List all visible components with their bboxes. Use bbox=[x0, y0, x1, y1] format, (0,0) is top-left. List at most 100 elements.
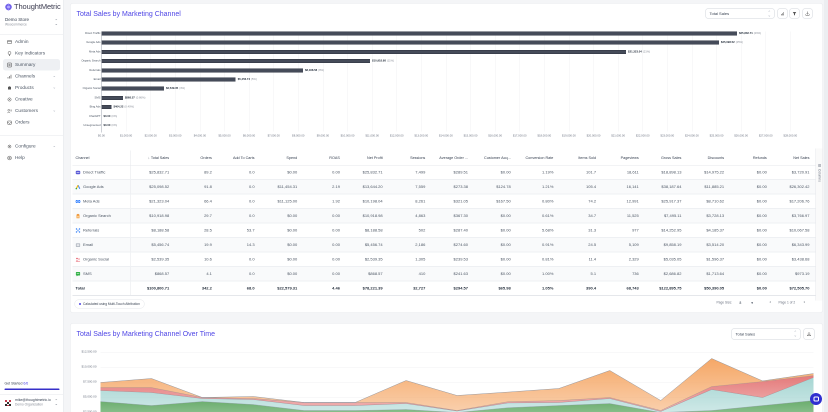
channel-cell[interactable]: Google Ads bbox=[73, 180, 131, 194]
channel-cell[interactable]: Organic Social bbox=[73, 252, 131, 266]
store-selector[interactable]: Demo Store Woocommerce ⌃ ⌄ bbox=[5, 17, 58, 27]
table-cell: 1.92 bbox=[332, 199, 340, 204]
sidebar-item-label: Products bbox=[15, 85, 34, 91]
user-menu[interactable]: mike@thoughtmetric.io Demo Organization … bbox=[4, 398, 60, 409]
sort-button[interactable] bbox=[777, 8, 788, 19]
total-cell: $78,221.39 bbox=[362, 286, 383, 291]
sidebar-item-customers[interactable]: Customers ⌄ bbox=[3, 105, 60, 117]
sidebar-item-creative[interactable]: Creative bbox=[3, 94, 60, 106]
table-row[interactable]: SMS $868.57 4.1 0.0 $0.00 0.00 $868.57 410 $241.… bbox=[72, 267, 816, 282]
table-cell: $4,185.37 bbox=[706, 228, 725, 233]
bar-percent: (26%) bbox=[753, 32, 762, 35]
sort-desc-icon: ↓ bbox=[147, 155, 150, 161]
sms-icon bbox=[75, 271, 81, 277]
gridline bbox=[618, 31, 619, 132]
column-header[interactable]: Conversion Rate bbox=[515, 156, 558, 161]
sidebar-item-products[interactable]: Products ⌄ bbox=[3, 82, 60, 94]
table-cell: $0.00 bbox=[500, 257, 511, 262]
table-cell: $38,187.64 bbox=[661, 184, 682, 190]
organic-search-icon bbox=[76, 213, 81, 218]
filter-button[interactable] bbox=[789, 8, 800, 19]
chat-widget-button[interactable] bbox=[810, 393, 822, 405]
column-header[interactable]: Discounts bbox=[685, 156, 728, 161]
bar[interactable] bbox=[101, 49, 627, 54]
table-row[interactable]: Organic Search $10,918.98 29.7 0.0 $0.00 0.00… bbox=[72, 209, 816, 224]
table-cell: $0.00 bbox=[756, 184, 767, 190]
table-cell: $13,644.20 bbox=[362, 184, 383, 190]
page-size-select[interactable]: 8 ▾ bbox=[740, 301, 753, 306]
sidebar-item-key-indicators[interactable]: Key Indicators bbox=[3, 48, 60, 60]
table-cell: 0.00 bbox=[332, 228, 340, 233]
column-header[interactable]: Items Sold bbox=[557, 156, 600, 161]
x-tick-label: $6,000.00 bbox=[242, 134, 256, 138]
columns-toggle[interactable]: ▥ Columns bbox=[817, 164, 821, 182]
channel-cell[interactable]: Email bbox=[73, 238, 131, 252]
column-header[interactable]: Sessions bbox=[387, 156, 430, 161]
table-cell: $0.00 bbox=[500, 228, 511, 233]
column-header[interactable]: Add To Carts bbox=[216, 156, 259, 161]
total-cell: 390.4 bbox=[586, 286, 597, 291]
column-header[interactable]: Net Profit bbox=[344, 156, 387, 161]
download-button[interactable] bbox=[802, 8, 813, 19]
table-row[interactable]: Email $5,456.74 19.9 14.3 $0.00 0.00 $5,456.74… bbox=[72, 238, 816, 253]
lightbulb-icon bbox=[7, 51, 12, 56]
column-header-label: Average Order ... bbox=[439, 155, 468, 161]
column-header[interactable]: Net Sales bbox=[771, 156, 814, 161]
bar[interactable] bbox=[101, 77, 236, 82]
sidebar-item-configure[interactable]: Configure ⌄ bbox=[3, 141, 60, 153]
column-header[interactable]: Average Order ... bbox=[429, 156, 472, 161]
column-header[interactable]: Customer Acq... bbox=[472, 156, 515, 161]
bar[interactable] bbox=[101, 105, 112, 110]
column-header[interactable]: ROAS bbox=[301, 156, 344, 161]
page-scrollbar[interactable] bbox=[824, 0, 828, 412]
table-header-row: Channel ↓Total Sales Orders Add To Carts Spe… bbox=[72, 150, 816, 166]
table-row[interactable]: Google Ads $25,098.52 91.8 0.0 $11,454.31 2.1… bbox=[72, 180, 816, 195]
area-series[interactable] bbox=[100, 377, 814, 412]
area-series[interactable] bbox=[100, 375, 814, 412]
download-button[interactable] bbox=[803, 328, 815, 340]
channel-cell[interactable]: Organic Search bbox=[73, 209, 131, 223]
x-tick-label: $27,000.00 bbox=[758, 134, 773, 138]
bar[interactable] bbox=[101, 86, 164, 91]
area-series[interactable] bbox=[100, 358, 814, 411]
column-header[interactable]: Spend bbox=[259, 156, 302, 161]
bar-percent: (11%) bbox=[386, 59, 394, 63]
bar[interactable] bbox=[101, 59, 371, 64]
sidebar-item-summary[interactable]: Summary bbox=[3, 59, 60, 71]
next-page-button[interactable]: › bbox=[803, 299, 806, 305]
bar-percent: (8%) bbox=[318, 68, 324, 72]
table-cell: 19.9 bbox=[204, 242, 212, 248]
sidebar-item-label: Configure bbox=[15, 143, 36, 150]
sidebar-item-help[interactable]: Help bbox=[3, 152, 60, 164]
channel-cell[interactable]: Direct Traffic bbox=[73, 165, 131, 179]
get-started-link[interactable]: Get Started 6/6 bbox=[5, 382, 29, 386]
sidebar-item-channels[interactable]: Channels ⌄ bbox=[3, 71, 60, 83]
prev-page-button[interactable]: ‹ bbox=[769, 299, 772, 305]
table-row[interactable]: Direct Traffic $25,832.71 89.2 0.0 $0.00 0.00… bbox=[72, 165, 816, 180]
column-header[interactable]: ↓Total Sales bbox=[131, 156, 174, 161]
metric-select[interactable]: Total Sales ⌃ ⌄ bbox=[731, 328, 801, 340]
column-header[interactable]: Orders bbox=[173, 156, 216, 161]
table-row[interactable]: Organic Social $2,539.35 10.6 0.0 $0.00 0.00 $… bbox=[72, 252, 816, 267]
area-series[interactable] bbox=[100, 400, 814, 412]
bar[interactable] bbox=[101, 31, 737, 36]
bar[interactable] bbox=[101, 68, 303, 73]
column-header[interactable]: Gross Sales bbox=[643, 156, 686, 161]
bar[interactable] bbox=[101, 40, 719, 45]
channel-cell[interactable]: SMS bbox=[73, 267, 131, 281]
channel-cell[interactable]: Meta Ads bbox=[73, 194, 131, 208]
logo[interactable]: ThoughtMetric bbox=[4, 3, 61, 11]
table-cell: $0.00 bbox=[756, 257, 767, 262]
column-header[interactable]: Refunds bbox=[728, 156, 771, 161]
bar[interactable] bbox=[101, 95, 123, 100]
table-cell: $241.63 bbox=[453, 271, 468, 277]
metric-select[interactable]: Total Sales ⌃ ⌄ bbox=[705, 8, 775, 19]
thoughtmetric-logo-icon bbox=[4, 3, 13, 11]
column-header[interactable]: Channel bbox=[73, 150, 131, 165]
table-row[interactable]: Referrals $8,188.58 28.5 53.7 $0.00 0.00 $8,18… bbox=[72, 223, 816, 238]
sidebar-item-admin[interactable]: Admin bbox=[3, 36, 60, 48]
channel-cell[interactable]: Referrals bbox=[73, 223, 131, 237]
table-row[interactable]: Meta Ads $21,323.04 66.4 0.0 $11,125.00 1.92 $… bbox=[72, 194, 816, 209]
sidebar-item-orders[interactable]: Orders bbox=[3, 117, 60, 129]
column-header[interactable]: Pageviews bbox=[600, 156, 643, 161]
